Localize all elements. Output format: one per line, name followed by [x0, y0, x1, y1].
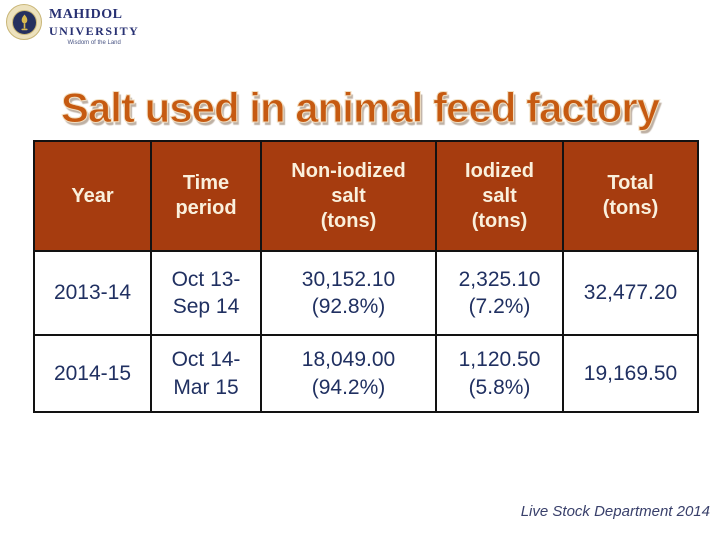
cell-year: 2014-15 — [33, 334, 152, 413]
slide-title: Salt used in animal feed factory — [60, 84, 660, 132]
logo-text-block: MAHIDOL UNIVERSITY Wisdom of the Land — [49, 4, 140, 47]
logo-tagline: Wisdom of the Land — [67, 40, 121, 46]
cell-non-iodized: 18,049.00 (94.2%) — [260, 334, 437, 413]
cell-period: Oct 14- Mar 15 — [150, 334, 262, 413]
header-time-period: Time period — [150, 140, 262, 252]
cell-iodized: 2,325.10 (7.2%) — [435, 250, 564, 336]
table-row: 2014-15 Oct 14- Mar 15 18,049.00 (94.2%)… — [33, 334, 699, 413]
logo-name-line1: MAHIDOL — [49, 7, 123, 22]
emblem-crown-glyph — [20, 14, 28, 30]
cell-total: 32,477.20 — [562, 250, 699, 336]
university-logo: MAHIDOL UNIVERSITY Wisdom of the Land — [6, 4, 139, 46]
cell-total: 19,169.50 — [562, 334, 699, 413]
source-attribution: Live Stock Department 2014 — [520, 503, 710, 520]
cell-period: Oct 13- Sep 14 — [150, 250, 262, 336]
emblem-inner-disc — [11, 9, 37, 35]
table-header-row: Year Time period Non-iodized salt (tons)… — [33, 140, 699, 252]
header-iodized-salt: Iodized salt (tons) — [435, 140, 564, 252]
cell-year: 2013-14 — [33, 250, 152, 336]
table-row: 2013-14 Oct 13- Sep 14 30,152.10 (92.8%)… — [33, 250, 699, 336]
cell-non-iodized: 30,152.10 (92.8%) — [260, 250, 437, 336]
mahidol-emblem-icon — [6, 4, 42, 40]
header-year: Year — [33, 140, 152, 252]
logo-name-line2: UNIVERSITY — [49, 24, 140, 38]
cell-iodized: 1,120.50 (5.8%) — [435, 334, 564, 413]
salt-usage-table: Year Time period Non-iodized salt (tons)… — [33, 140, 699, 413]
header-non-iodized-salt: Non-iodized salt (tons) — [260, 140, 437, 252]
header-total: Total (tons) — [562, 140, 699, 252]
